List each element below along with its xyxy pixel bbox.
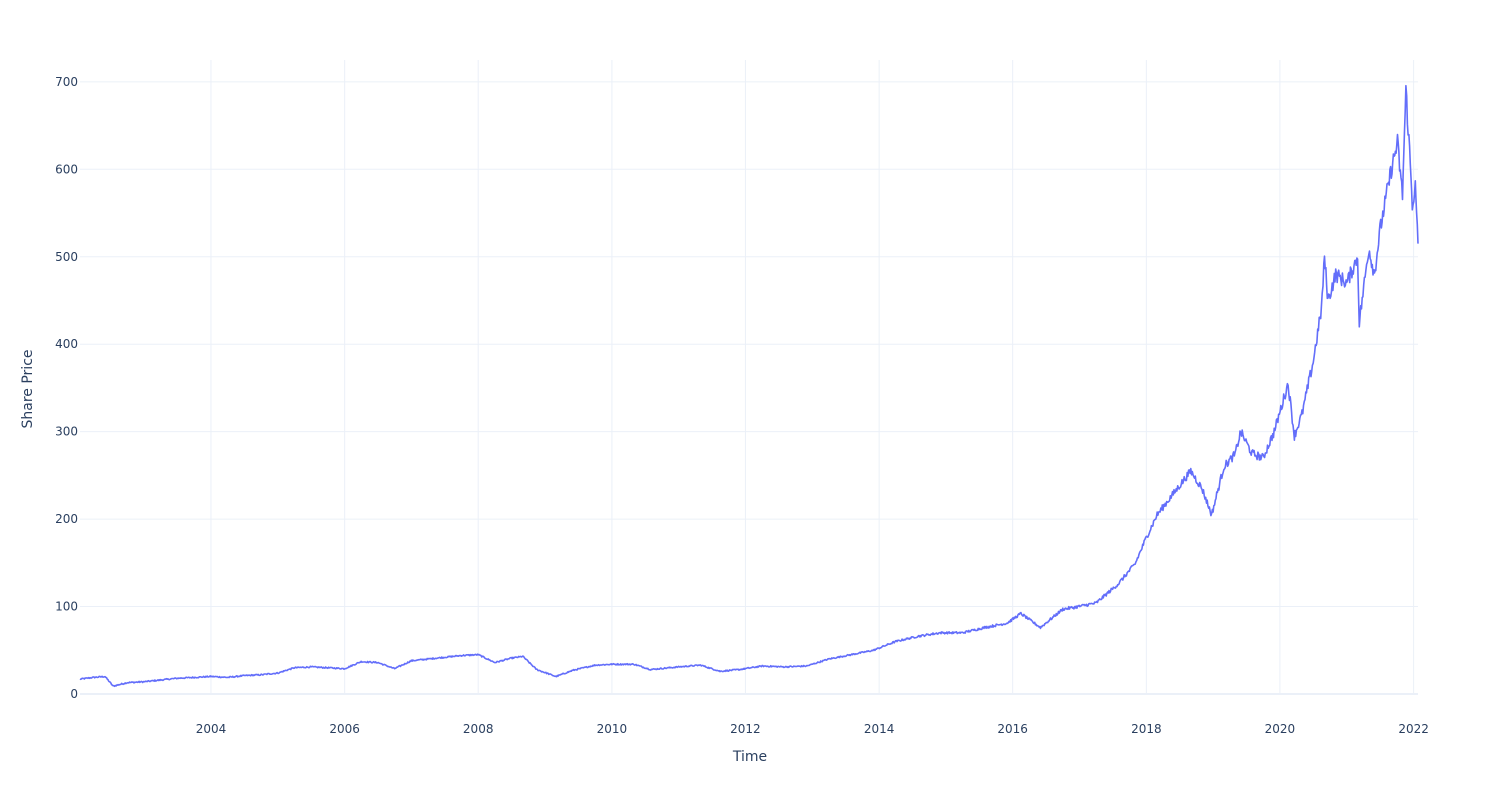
x-tick-label: 2014 [864, 722, 895, 736]
x-tick-labels: 2004 2006 2008 2010 2012 2014 2016 2018 2020 2022 [196, 722, 1429, 736]
y-axis-title: Share Price [20, 349, 36, 428]
y-tick-label: 500 [55, 250, 78, 264]
x-tick-label: 2006 [329, 722, 360, 736]
y-tick-labels: 0 100 200 300 400 500 600 700 [55, 75, 78, 701]
y-tick-label: 700 [55, 75, 78, 89]
x-tick-label: 2022 [1398, 722, 1429, 736]
x-tick-label: 2020 [1265, 722, 1296, 736]
series-layer [79, 84, 1419, 688]
y-tick-label: 300 [55, 425, 78, 439]
x-tick-label: 2016 [997, 722, 1028, 736]
x-tick-label: 2018 [1131, 722, 1162, 736]
x-tick-label: 2008 [463, 722, 494, 736]
y-tick-label: 100 [55, 600, 78, 614]
y-tick-label: 200 [55, 512, 78, 526]
x-tick-label: 2004 [196, 722, 227, 736]
x-axis-title: Time [732, 749, 767, 765]
x-tick-label: 2010 [597, 722, 628, 736]
x-gridlines [210, 60, 1415, 694]
y-tick-label: 400 [55, 337, 78, 351]
y-tick-label: 600 [55, 162, 78, 176]
y-tick-label: 0 [70, 687, 78, 701]
y-gridlines [80, 81, 1418, 695]
x-tick-label: 2012 [730, 722, 761, 736]
series-line [79, 84, 1419, 688]
